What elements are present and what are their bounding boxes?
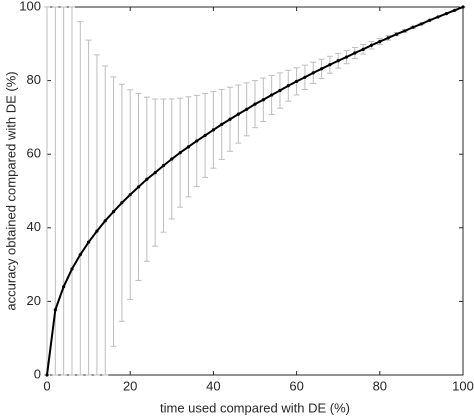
x-tick-label: 20 (123, 378, 137, 393)
mean-point (453, 8, 457, 12)
mean-point (170, 157, 174, 161)
x-tick-label: 0 (43, 378, 50, 393)
mean-point (336, 59, 340, 63)
mean-point (195, 139, 199, 143)
mean-point (344, 55, 349, 59)
mean-point (78, 253, 82, 257)
mean-point (369, 43, 374, 47)
mean-point (436, 15, 440, 19)
mean-point (278, 88, 282, 93)
y-tick-label: 100 (19, 0, 41, 13)
error-bar (93, 54, 100, 376)
mean-point (378, 39, 382, 44)
mean-point (103, 219, 107, 223)
mean-point (286, 84, 290, 88)
x-tick-label: 60 (289, 378, 303, 393)
mean-point (62, 285, 66, 289)
mean-point (245, 107, 249, 111)
mean-point (319, 67, 324, 71)
mean-point (253, 102, 257, 106)
mean-point (419, 22, 423, 26)
mean-point (386, 36, 390, 40)
mean-point (203, 133, 207, 138)
x-tick-label: 80 (373, 378, 387, 393)
mean-point (45, 373, 49, 377)
mean-point (328, 63, 332, 67)
mean-point (428, 18, 432, 22)
mean-point (120, 201, 124, 205)
y-axis-label: accuracy obtained compared with DE (%) (3, 71, 18, 310)
mean-point (136, 185, 141, 189)
y-tick-label: 20 (27, 293, 41, 308)
mean-point (70, 267, 74, 271)
mean-point (128, 193, 132, 197)
mean-point (303, 75, 307, 79)
error-bar (68, 6, 75, 376)
y-tick-label: 40 (27, 219, 41, 234)
error-bar (77, 21, 84, 376)
mean-point (361, 47, 365, 51)
mean-point (95, 229, 99, 233)
mean-point (186, 145, 191, 149)
mean-point (411, 25, 415, 29)
mean-point (228, 117, 232, 121)
error-bar (60, 6, 67, 376)
y-tick-label: 0 (34, 366, 41, 381)
x-tick-label: 100 (452, 378, 474, 393)
error-bar (85, 39, 92, 376)
plot-frame (46, 6, 464, 376)
x-axis-label: time used compared with DE (%) (160, 400, 350, 415)
mean-point (111, 210, 116, 214)
mean-point (178, 151, 182, 155)
mean-point (220, 122, 224, 126)
error-bar (44, 6, 50, 376)
mean-point (145, 177, 149, 181)
mean-point (403, 29, 407, 33)
mean-point (261, 98, 265, 102)
mean-point (153, 171, 157, 175)
x-tick-label: 40 (206, 378, 220, 393)
mean-point (353, 51, 357, 55)
y-tick-label: 80 (27, 72, 41, 87)
mean-point (461, 5, 465, 9)
mean-point (211, 128, 215, 132)
mean-point (270, 93, 274, 97)
y-tick-label: 60 (27, 146, 41, 161)
mean-point (87, 240, 91, 244)
mean-point (53, 308, 57, 312)
mean-point (311, 71, 315, 75)
mean-point (295, 79, 299, 83)
mean-point (444, 12, 448, 16)
mean-point (161, 164, 166, 168)
mean-point (236, 112, 240, 116)
mean-point (394, 32, 399, 36)
mean-line (46, 6, 464, 376)
